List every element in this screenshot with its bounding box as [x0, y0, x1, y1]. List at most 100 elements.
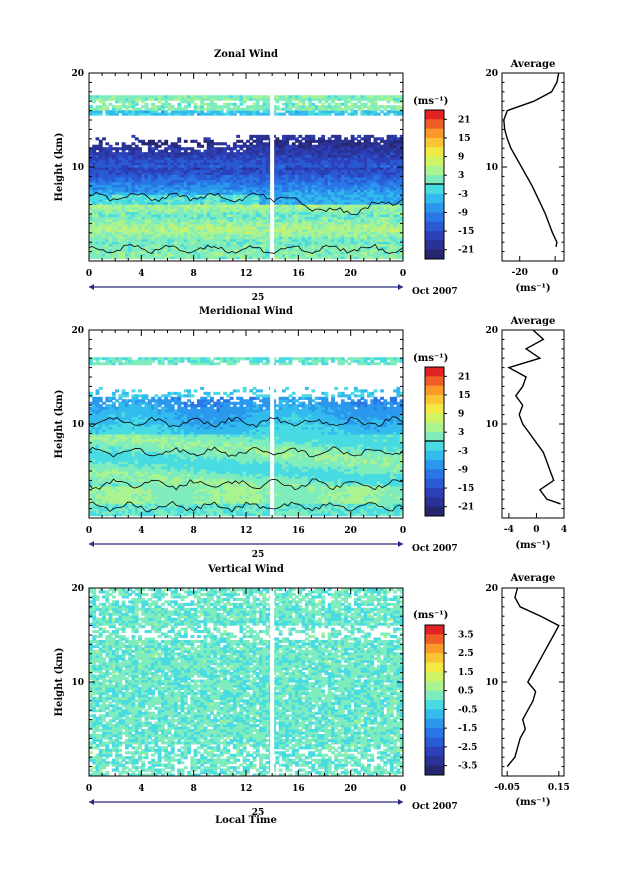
heatmap-cell	[219, 248, 224, 252]
heatmap-cell	[347, 107, 352, 111]
heatmap-cell	[160, 196, 165, 200]
heatmap-cell	[278, 233, 283, 237]
heatmap-cell	[360, 194, 365, 198]
heatmap-cell	[92, 196, 97, 200]
heatmap-cell	[196, 107, 201, 111]
heatmap-cell	[134, 100, 139, 104]
heatmap-cell	[324, 221, 329, 225]
heatmap-cell	[252, 201, 257, 205]
heatmap-cell	[363, 211, 368, 215]
heatmap-cell	[102, 214, 106, 218]
heatmap-cell	[344, 164, 348, 168]
heatmap-cell	[337, 159, 342, 163]
heatmap-cell	[89, 189, 93, 193]
heatmap-cell	[301, 144, 306, 148]
heatmap-cell	[128, 253, 133, 257]
heatmap-cell	[317, 204, 322, 208]
heatmap-cell	[134, 176, 139, 180]
heatmap-cell	[124, 164, 129, 168]
heatmap-cell	[291, 226, 296, 230]
heatmap-cell	[357, 214, 362, 218]
heatmap-cell	[128, 184, 133, 188]
heatmap-cell	[95, 154, 100, 158]
heatmap-cell	[187, 95, 191, 99]
heatmap-cell	[190, 251, 195, 255]
heatmap-cell	[206, 147, 211, 151]
heatmap-cell	[327, 241, 332, 245]
heatmap-cell	[301, 112, 306, 116]
heatmap-cell	[128, 164, 133, 168]
heatmap-cell	[164, 152, 169, 156]
heatmap-cell	[118, 253, 123, 257]
heatmap-cell	[363, 181, 368, 185]
heatmap-cell	[216, 218, 221, 223]
heatmap-cell	[183, 100, 188, 104]
heatmap-cell	[246, 169, 250, 173]
heatmap-cell	[118, 147, 123, 151]
heatmap-cell	[291, 176, 296, 180]
heatmap-cell	[232, 164, 237, 168]
heatmap-cell	[187, 174, 191, 178]
heatmap-cell	[327, 218, 332, 223]
heatmap-cell	[151, 152, 156, 156]
heatmap-cell	[304, 162, 309, 166]
heatmap-cell	[295, 251, 299, 255]
heatmap-cell	[275, 191, 280, 195]
heatmap-cell	[281, 206, 286, 210]
heatmap-cell	[291, 238, 296, 242]
heatmap-cell	[232, 186, 237, 190]
heatmap-cell	[370, 246, 375, 250]
heatmap-cell	[157, 218, 162, 223]
heatmap-cell	[380, 105, 384, 109]
heatmap-cell	[376, 154, 381, 158]
heatmap-cell	[344, 196, 348, 200]
heatmap-cell	[187, 162, 191, 166]
heatmap-cell	[141, 154, 146, 158]
heatmap-cell	[144, 167, 149, 171]
heatmap-cell	[177, 176, 182, 180]
heatmap-cell	[340, 209, 345, 213]
heatmap-cell	[203, 167, 208, 171]
heatmap-cell	[131, 149, 136, 153]
heatmap-cell	[108, 102, 113, 106]
heatmap-cell	[334, 186, 339, 190]
heatmap-cell	[174, 95, 178, 99]
heatmap-cell	[154, 221, 159, 225]
heatmap-cell	[281, 186, 286, 190]
heatmap-cell	[357, 191, 362, 195]
heatmap-cell	[246, 191, 250, 195]
heatmap-cell	[249, 199, 254, 203]
heatmap-cell	[340, 191, 345, 195]
heatmap-cell	[115, 152, 120, 156]
heatmap-cell	[131, 211, 136, 215]
heatmap-cell	[151, 238, 156, 242]
heatmap-cell	[363, 167, 368, 171]
heatmap-cell	[200, 253, 205, 257]
heatmap-cell	[298, 204, 303, 208]
heatmap-cell	[206, 256, 211, 260]
heatmap-cell	[174, 147, 178, 151]
heatmap-cell	[380, 164, 384, 168]
heatmap-cell	[196, 233, 201, 237]
heatmap-cell	[102, 204, 106, 208]
heatmap-cell	[334, 157, 339, 161]
heatmap-cell	[98, 221, 103, 225]
heatmap-cell	[118, 246, 123, 250]
heatmap-cell	[327, 181, 332, 185]
heatmap-cell	[255, 186, 260, 190]
heatmap-cell	[196, 226, 201, 230]
heatmap-cell	[111, 179, 116, 183]
heatmap-cell	[311, 189, 316, 193]
heatmap-cell	[229, 236, 234, 240]
heatmap-cell	[386, 159, 391, 163]
heatmap-cell	[347, 167, 352, 171]
heatmap-cell	[288, 233, 293, 237]
heatmap-cell	[363, 95, 368, 99]
heatmap-cell	[128, 204, 133, 208]
heatmap-cell	[275, 105, 280, 109]
heatmap-cell	[278, 152, 283, 156]
heatmap-cell	[187, 171, 191, 176]
heatmap-cell	[128, 201, 133, 205]
heatmap-cell	[281, 233, 286, 237]
heatmap-cell	[347, 216, 352, 220]
